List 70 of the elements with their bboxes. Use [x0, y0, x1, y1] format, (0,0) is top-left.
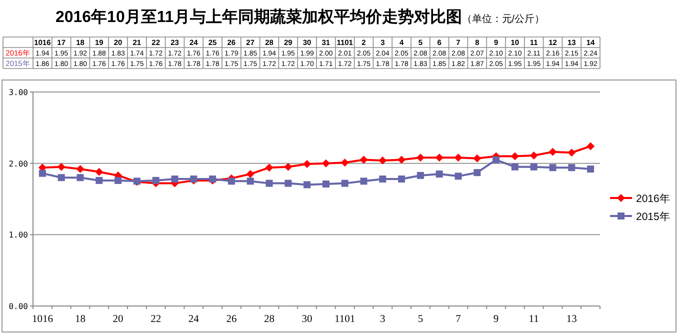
category-label: 13 — [566, 314, 577, 325]
category-label: 22 — [150, 314, 162, 325]
point — [171, 176, 178, 183]
point — [474, 169, 481, 176]
point — [435, 154, 444, 162]
point — [246, 178, 254, 185]
category-label: 3 — [380, 314, 386, 325]
point — [454, 154, 462, 162]
point — [284, 180, 292, 187]
point — [266, 180, 273, 187]
point — [284, 162, 292, 171]
point — [360, 178, 368, 185]
point — [378, 156, 387, 164]
point — [57, 162, 66, 171]
point — [76, 165, 84, 174]
legend-label: 2016年 — [636, 193, 670, 205]
point — [511, 163, 518, 170]
category-label: 11 — [528, 314, 539, 325]
point — [549, 164, 556, 172]
point — [341, 180, 348, 187]
point — [360, 156, 368, 164]
point — [322, 159, 330, 168]
category-label: 7 — [456, 314, 461, 325]
category-label: 9 — [493, 314, 499, 325]
point — [322, 180, 330, 188]
category-label: 30 — [302, 314, 312, 325]
point — [454, 172, 462, 180]
point — [304, 181, 311, 188]
point — [152, 176, 160, 184]
point — [492, 156, 500, 164]
point — [398, 176, 406, 183]
point — [398, 156, 406, 164]
category-label: 5 — [418, 314, 424, 325]
point — [416, 154, 424, 162]
point — [587, 166, 594, 173]
point — [114, 176, 122, 184]
point — [265, 164, 274, 172]
point — [416, 172, 424, 179]
point — [530, 163, 538, 170]
y-tick-label: 3.00 — [8, 88, 28, 97]
point — [510, 152, 519, 160]
category-label: 18 — [75, 314, 86, 325]
point — [58, 174, 65, 182]
point — [76, 174, 84, 182]
point — [379, 176, 386, 183]
point — [95, 168, 104, 176]
category-label: 26 — [226, 314, 237, 325]
category-label: 1101 — [334, 314, 356, 325]
point — [436, 170, 443, 178]
category-label: 24 — [188, 314, 199, 325]
point — [340, 158, 349, 167]
point — [530, 151, 538, 160]
point — [473, 154, 482, 162]
point — [548, 148, 557, 156]
point — [586, 142, 595, 150]
point — [303, 160, 312, 168]
category-label: 1016 — [32, 314, 53, 325]
y-tick-label: 0.00 — [8, 302, 28, 311]
point — [246, 170, 254, 178]
chart-subtitle: （单位：元/公斤） — [462, 13, 545, 25]
y-tick-label: 1.00 — [8, 230, 28, 240]
point — [568, 148, 576, 157]
category-label: 28 — [264, 314, 274, 325]
point — [38, 170, 46, 177]
point — [96, 176, 103, 184]
category-label: 20 — [112, 314, 124, 325]
y-tick-label: 2.00 — [8, 159, 28, 168]
legend-label: 2015年 — [636, 211, 670, 223]
point — [568, 164, 576, 172]
point — [228, 178, 235, 185]
